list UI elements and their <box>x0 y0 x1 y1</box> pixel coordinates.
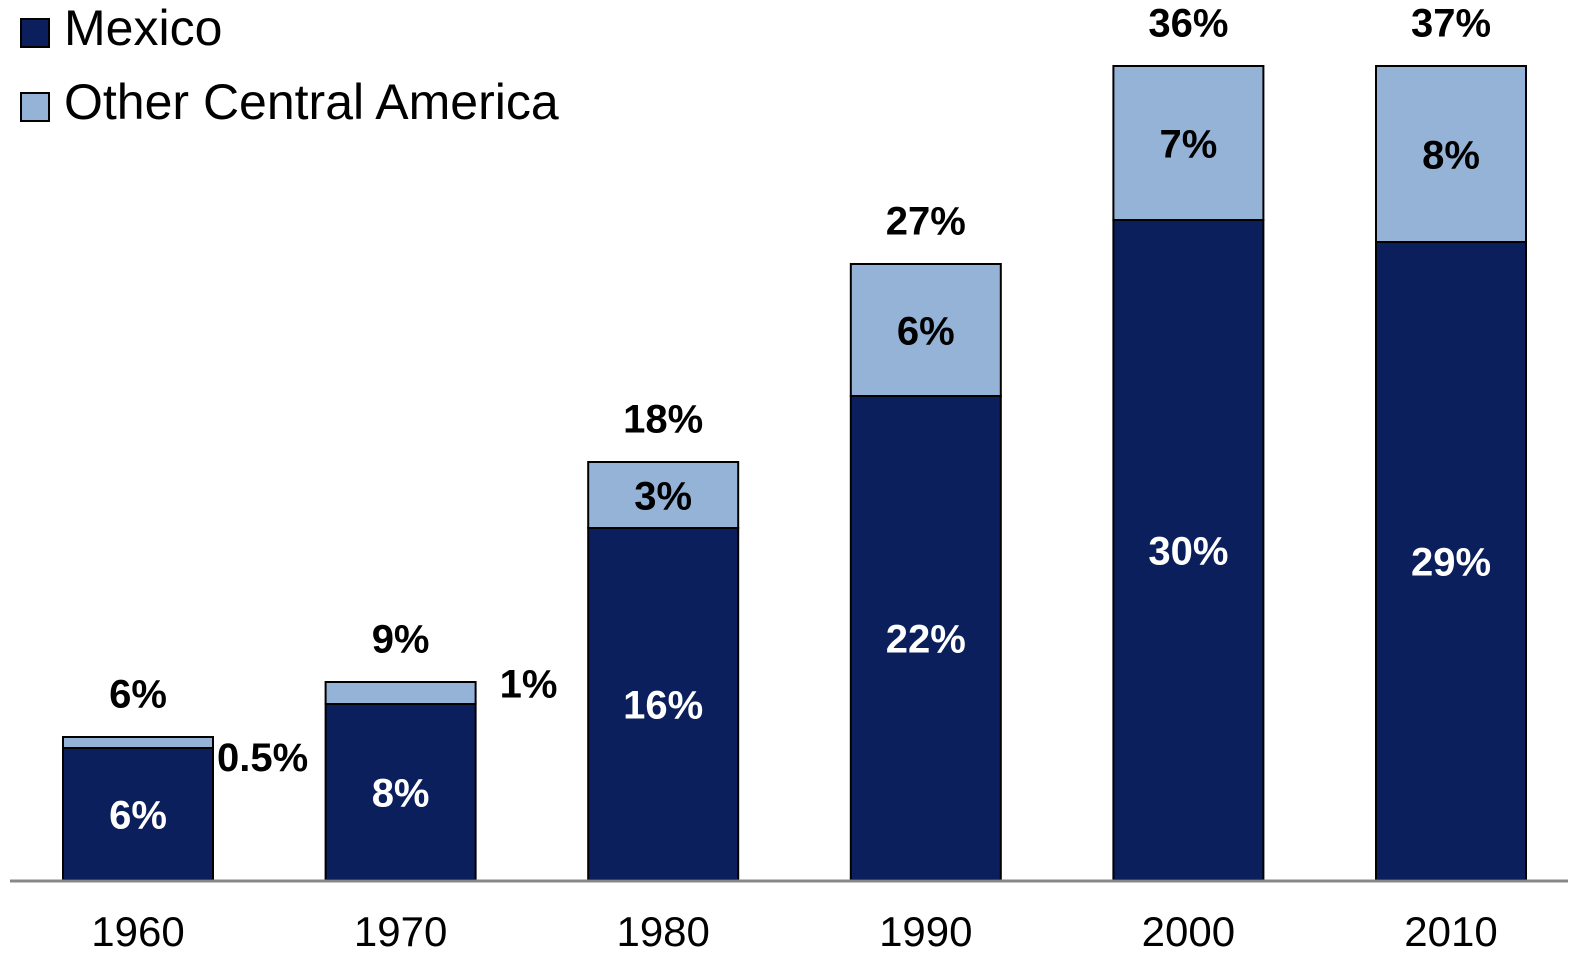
total-label: 9% <box>372 618 430 662</box>
x-tick-label: 2010 <box>1404 908 1497 955</box>
bar-segment <box>324 703 477 881</box>
bar-segment <box>587 461 740 529</box>
value-label: 16% <box>623 684 703 728</box>
x-tick-label: 1970 <box>354 908 447 955</box>
bar-segment <box>62 747 214 881</box>
total-label: 36% <box>1148 2 1228 46</box>
legend-label: Mexico <box>64 0 222 56</box>
x-tick-label: 1960 <box>91 908 184 955</box>
total-label: 18% <box>623 398 703 442</box>
bar-segment <box>849 263 1002 397</box>
bar-segment <box>324 681 477 705</box>
legend-label: Other Central America <box>64 74 559 130</box>
value-label: 30% <box>1148 530 1228 574</box>
x-tick-label: 1980 <box>616 908 709 955</box>
x-tick-label: 1990 <box>879 908 972 955</box>
legend-swatch <box>20 18 50 48</box>
bar-segment <box>62 736 214 749</box>
value-label: 29% <box>1411 541 1491 585</box>
value-label: 0.5% <box>217 736 308 780</box>
total-label: 37% <box>1411 2 1491 46</box>
legend-swatch <box>20 92 50 122</box>
value-label: 22% <box>886 618 966 662</box>
bar-segment <box>1375 65 1527 243</box>
x-tick-label: 2000 <box>1142 908 1235 955</box>
bar-segment <box>1112 65 1265 221</box>
value-label: 1% <box>500 663 558 707</box>
total-label: 27% <box>886 200 966 244</box>
value-label: 6% <box>109 794 167 838</box>
value-label: 8% <box>372 772 430 816</box>
value-label: 6% <box>897 310 955 354</box>
value-label: 3% <box>634 475 692 519</box>
value-label: 7% <box>1159 123 1217 167</box>
value-label: 8% <box>1422 134 1480 178</box>
total-label: 6% <box>109 673 167 717</box>
bar-segment <box>849 395 1002 881</box>
